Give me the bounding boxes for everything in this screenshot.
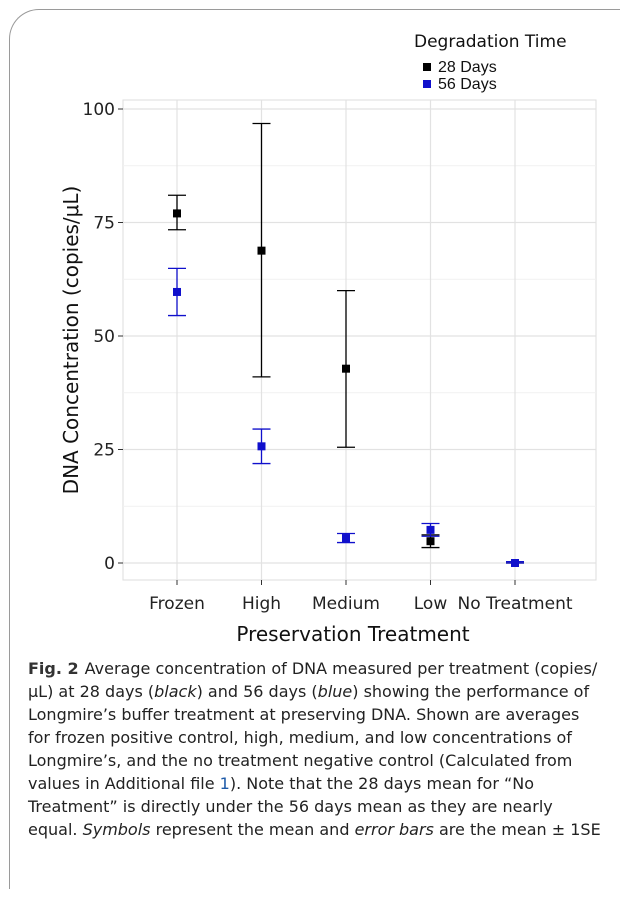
data-point [426, 537, 435, 546]
x-axis: Frozen High Medium Low No Treatment [149, 580, 573, 614]
data-marks [168, 122, 524, 567]
legend-label: 28 Days [438, 59, 497, 76]
caption-blue-word: blue [317, 682, 353, 701]
figure-frame [9, 9, 620, 889]
y-axis: 0 25 50 75 100 [83, 100, 123, 574]
grid-lines [122, 99, 597, 581]
caption-text: ). Note that the 28 days mean for “No Tr… [28, 774, 553, 839]
plot-panel [122, 99, 597, 581]
data-point [511, 559, 519, 567]
additional-file-link[interactable]: 1 [219, 774, 230, 793]
caption-text: are the mean ± 1SE [433, 820, 601, 839]
x-tick-label: High [242, 594, 281, 614]
dna-concentration-chart: 0 25 50 75 100 Frozen High Medium Low No Treatme… [59, 32, 597, 646]
caption-black-word: black [154, 682, 197, 701]
data-point [342, 364, 350, 373]
x-tick-label: Medium [312, 594, 380, 614]
series-56-days [168, 267, 524, 567]
figure-label: Fig. 2 [28, 659, 79, 678]
data-point [173, 287, 181, 296]
y-tick-label: 100 [83, 100, 115, 120]
data-point [257, 246, 266, 255]
legend-label: 56 Days [438, 76, 497, 93]
caption-text: Average concentration of DNA measured pe… [28, 659, 598, 701]
caption-text: represent the mean and [150, 820, 355, 839]
x-tick-label: Frozen [149, 594, 205, 614]
data-point [342, 534, 350, 543]
legend-swatch [423, 80, 431, 88]
caption-text: ) showing the performance of Longmire’s … [28, 682, 590, 793]
y-tick-label: 25 [93, 441, 115, 461]
legend-item: 56 Days [423, 76, 497, 93]
data-point [257, 442, 266, 451]
y-tick-label: 0 [104, 554, 115, 574]
data-point [426, 525, 435, 534]
x-axis-title: Preservation Treatment [236, 622, 469, 646]
y-tick-label: 75 [93, 214, 115, 234]
data-point [173, 209, 181, 218]
legend-title: Degradation Time [414, 32, 567, 52]
figure-caption: Fig. 2 Average concentration of DNA measu… [28, 657, 603, 841]
x-tick-label: No Treatment [457, 594, 572, 614]
caption-error-bars-word: error bars [354, 820, 434, 839]
y-axis-title: DNA Concentration (copies/μL) [59, 186, 83, 495]
x-tick-label: Low [414, 594, 448, 614]
caption-symbols-word: Symbols [82, 820, 151, 839]
legend-item: 28 Days [423, 59, 497, 76]
caption-text: ) and 56 days ( [196, 682, 318, 701]
legend-swatch [423, 63, 431, 71]
y-tick-label: 50 [93, 327, 115, 347]
